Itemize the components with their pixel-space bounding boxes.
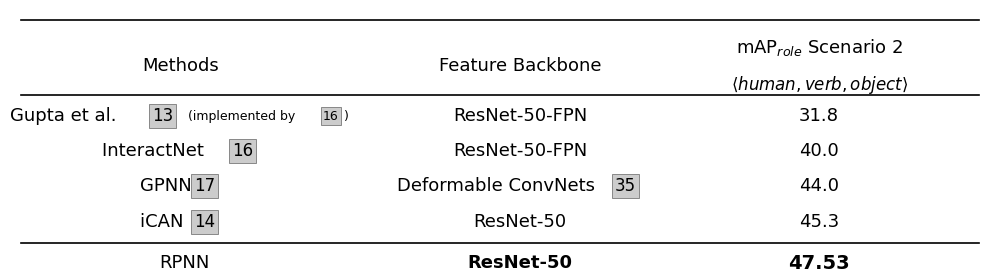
- Text: 31.8: 31.8: [799, 107, 839, 125]
- Text: 45.3: 45.3: [799, 213, 839, 230]
- Text: 35: 35: [615, 177, 636, 195]
- Text: Gupta et al.: Gupta et al.: [10, 107, 123, 125]
- Text: Deformable ConvNets: Deformable ConvNets: [397, 177, 601, 195]
- Text: InteractNet: InteractNet: [102, 142, 209, 160]
- Text: ResNet-50: ResNet-50: [473, 213, 567, 230]
- Text: iCAN: iCAN: [140, 213, 189, 230]
- Text: GPNN: GPNN: [140, 177, 197, 195]
- Text: 16: 16: [323, 110, 339, 123]
- Text: 47.53: 47.53: [788, 254, 850, 273]
- Text: ResNet-50-FPN: ResNet-50-FPN: [453, 107, 587, 125]
- Text: $\langle \mathit{human, verb, object} \rangle$: $\langle \mathit{human, verb, object} \r…: [731, 74, 908, 96]
- Text: ResNet-50: ResNet-50: [467, 254, 572, 272]
- Text: 40.0: 40.0: [799, 142, 839, 160]
- Text: 14: 14: [194, 213, 215, 230]
- Text: 17: 17: [194, 177, 215, 195]
- Text: RPNN: RPNN: [159, 254, 210, 272]
- Text: ): ): [344, 110, 349, 123]
- Text: mAP$_{\mathit{role}}$ Scenario 2: mAP$_{\mathit{role}}$ Scenario 2: [736, 37, 903, 58]
- Text: Feature Backbone: Feature Backbone: [439, 57, 601, 75]
- Text: 44.0: 44.0: [799, 177, 839, 195]
- Text: 16: 16: [232, 142, 253, 160]
- Text: (implemented by: (implemented by: [180, 110, 303, 123]
- Text: ResNet-50-FPN: ResNet-50-FPN: [453, 142, 587, 160]
- Text: 13: 13: [152, 107, 173, 125]
- Text: Methods: Methods: [143, 57, 219, 75]
